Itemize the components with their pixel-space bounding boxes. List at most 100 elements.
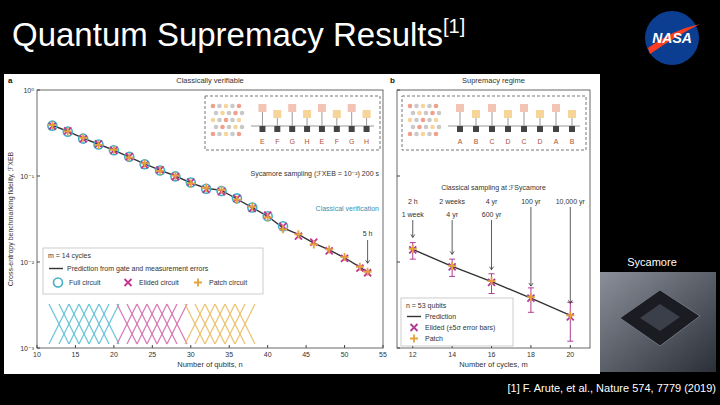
qubit-dot [237, 132, 242, 137]
lattice-line [235, 304, 255, 344]
y-tick [37, 348, 40, 349]
gate [456, 104, 464, 112]
gate-block [364, 126, 370, 132]
gate-stem [366, 118, 367, 126]
data-point [566, 311, 574, 319]
title-ref: [1] [443, 15, 465, 37]
inset-frame [205, 96, 380, 150]
qubit-dot [424, 125, 429, 130]
slide: Quantum Supremacy Results[1]NASASycamore… [0, 0, 720, 405]
gate-block [489, 126, 495, 132]
legend-line [49, 268, 63, 269]
qubit-dot [217, 104, 222, 109]
chart-a: aClassically verifiable10152025303540455… [7, 76, 387, 369]
gate [363, 110, 371, 118]
data-point [294, 230, 302, 238]
gate-block [569, 126, 575, 132]
x-tick-label: 20 [110, 351, 118, 358]
data-point [233, 196, 241, 204]
qubit-dot [434, 118, 439, 123]
gate [552, 104, 560, 112]
x-tick-label: 40 [264, 351, 272, 358]
qubit-dot [230, 104, 235, 109]
lattice-line [89, 304, 109, 344]
gate-block [349, 126, 355, 132]
circuit-inset: EFGHEFGH [205, 96, 380, 150]
gate-block [304, 126, 310, 132]
lattice-line [225, 304, 245, 344]
legend: m = 14 cycles Prediction from gate and me… [43, 248, 263, 294]
circuit-label: B [474, 138, 479, 145]
gate [472, 110, 480, 118]
data-point [125, 152, 134, 161]
lattice-line [79, 304, 99, 344]
qubit-dot [220, 125, 225, 130]
qubit-dot [217, 118, 222, 123]
annotation-arrow [411, 220, 415, 237]
qubit-dot [421, 132, 426, 137]
error-bar [489, 274, 495, 294]
lattice-line [49, 304, 69, 344]
y-axis-label: Cross-entropy benchmarking fidelity, ℱXE… [7, 151, 15, 286]
qubit-dot [427, 118, 432, 123]
gate-stem [262, 112, 263, 126]
lattice-line [157, 304, 177, 344]
x-tick [113, 345, 114, 348]
circuit-label: G [349, 138, 354, 145]
circuit-label: G [289, 138, 294, 145]
circuit-label: E [260, 138, 265, 145]
y-tick [37, 176, 40, 177]
data-point [202, 184, 211, 193]
annotation: 4 yr [446, 211, 458, 219]
lattice-patch [49, 304, 119, 344]
qubit-dot [408, 132, 413, 137]
plot-frame [397, 90, 590, 348]
x-tick-label: 15 [72, 351, 80, 358]
qubit-dot [427, 132, 432, 137]
x-tick [530, 345, 531, 348]
legend-marker [194, 279, 202, 287]
gate-stem [508, 118, 509, 126]
gate-block [334, 126, 340, 132]
legend-label: Prediction from gate and measurement err… [67, 265, 209, 273]
qubit-dot [414, 118, 419, 123]
data-point [186, 178, 195, 187]
gate [333, 110, 341, 118]
x-tick-label: 18 [527, 351, 535, 358]
data-point [325, 245, 333, 253]
qubit-dot [434, 104, 439, 109]
lattice-line [59, 304, 79, 344]
qubit-dot [214, 111, 219, 116]
lattice-line [185, 304, 205, 344]
plot-frame [37, 90, 383, 348]
qubit-dot [424, 111, 429, 116]
circuit-label: H [364, 138, 369, 145]
chart-b: bSupremacy regime1214161820Number of cyc… [390, 76, 590, 369]
gate-stem [351, 112, 352, 126]
lattice-line [215, 304, 235, 344]
reference: [1] F. Arute, et al., Nature 574, 7779 (… [507, 382, 716, 394]
qubit-dot [411, 111, 416, 116]
annotation: 10,000 yr [556, 198, 586, 206]
legend-title: m = 14 cycles [48, 252, 91, 260]
gate-stem [277, 118, 278, 126]
qubit-dot [421, 104, 426, 109]
annotation-arrow [450, 220, 454, 254]
qubit-dot [237, 104, 242, 109]
x-tick-label: 45 [302, 351, 310, 358]
data-point [248, 203, 256, 211]
data-point [264, 213, 272, 221]
data-point [356, 263, 364, 271]
data-point [48, 121, 57, 130]
qubit-dot [437, 111, 442, 116]
gate-block [457, 126, 463, 132]
lattice-line [117, 304, 137, 344]
circuit-label: D [537, 138, 542, 145]
circuit-label: A [458, 138, 463, 145]
circuit-inset: ABCDCDAB [402, 96, 586, 150]
qubit-dot [411, 125, 416, 130]
data-point [110, 146, 118, 154]
lattice-line [49, 304, 69, 344]
circuit-label: F [275, 138, 279, 145]
gate [568, 110, 576, 118]
